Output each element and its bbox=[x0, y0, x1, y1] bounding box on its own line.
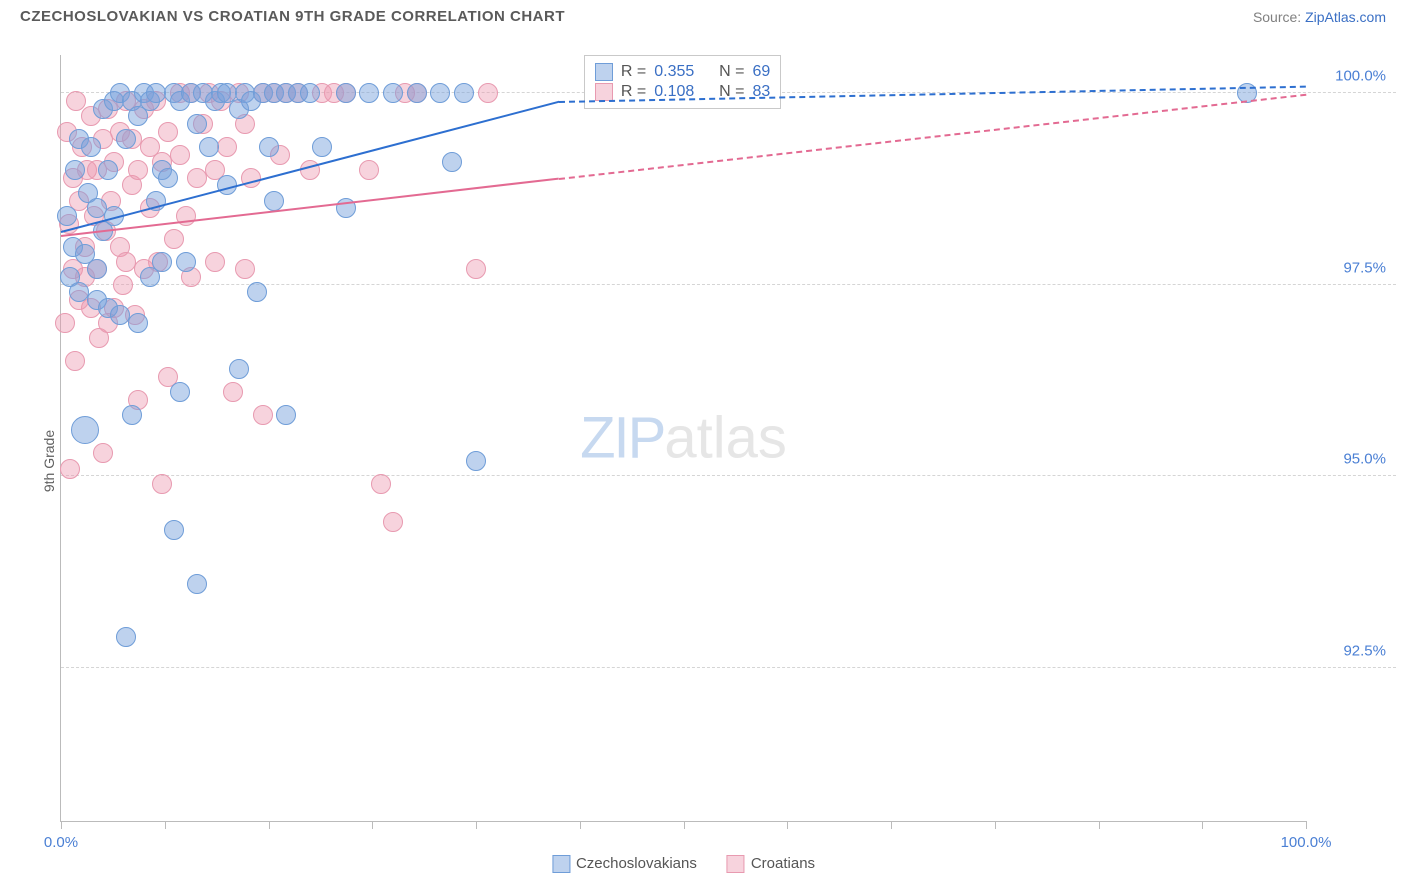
data-point-a bbox=[81, 137, 101, 157]
data-point-b bbox=[253, 405, 273, 425]
data-point-b bbox=[128, 160, 148, 180]
data-point-a bbox=[122, 405, 142, 425]
xtick bbox=[269, 821, 270, 829]
legend-item-a: Czechoslovakians bbox=[552, 855, 697, 873]
data-point-a bbox=[264, 191, 284, 211]
xtick bbox=[684, 821, 685, 829]
legend-item-b: Croatians bbox=[727, 855, 815, 873]
watermark: ZIPatlas bbox=[580, 405, 787, 472]
data-point-a bbox=[247, 282, 267, 302]
data-point-a bbox=[57, 206, 77, 226]
data-point-a bbox=[430, 83, 450, 103]
xtick bbox=[1202, 821, 1203, 829]
y-axis-label: 9th Grade bbox=[41, 430, 57, 492]
plot-area: ZIPatlas Czechoslovakians Croatians 92.5… bbox=[60, 55, 1306, 822]
data-point-b bbox=[113, 275, 133, 295]
data-point-b bbox=[359, 160, 379, 180]
xtick bbox=[476, 821, 477, 829]
data-point-a bbox=[158, 168, 178, 188]
xtick bbox=[891, 821, 892, 829]
data-point-a bbox=[312, 137, 332, 157]
data-point-b bbox=[170, 145, 190, 165]
chart-title: CZECHOSLOVAKIAN VS CROATIAN 9TH GRADE CO… bbox=[20, 8, 565, 25]
source-text: Source: ZipAtlas.com bbox=[1253, 9, 1386, 25]
source-link[interactable]: ZipAtlas.com bbox=[1305, 9, 1386, 25]
data-point-b bbox=[235, 259, 255, 279]
data-point-b bbox=[383, 512, 403, 532]
ytick-label: 100.0% bbox=[1316, 68, 1386, 85]
stat-r-a: 0.355 bbox=[654, 63, 694, 81]
xtick bbox=[995, 821, 996, 829]
data-point-b bbox=[217, 137, 237, 157]
data-point-a bbox=[229, 359, 249, 379]
stat-swatch-b bbox=[595, 83, 613, 101]
data-point-a bbox=[199, 137, 219, 157]
data-point-a bbox=[442, 152, 462, 172]
gridline bbox=[61, 475, 1396, 476]
xtick bbox=[61, 821, 62, 829]
data-point-b bbox=[93, 443, 113, 463]
data-point-b bbox=[60, 459, 80, 479]
gridline bbox=[61, 667, 1396, 668]
xtick bbox=[372, 821, 373, 829]
data-point-b bbox=[158, 122, 178, 142]
chart-container: 9th Grade ZIPatlas Czechoslovakians Croa… bbox=[20, 40, 1396, 882]
data-point-b bbox=[223, 382, 243, 402]
data-point-a bbox=[128, 313, 148, 333]
data-point-a bbox=[98, 160, 118, 180]
xtick bbox=[1099, 821, 1100, 829]
data-point-a bbox=[65, 160, 85, 180]
data-point-a bbox=[300, 83, 320, 103]
data-point-a bbox=[259, 137, 279, 157]
legend: Czechoslovakians Croatians bbox=[552, 855, 815, 873]
data-point-a bbox=[276, 405, 296, 425]
data-point-a bbox=[71, 416, 99, 444]
data-point-b bbox=[65, 351, 85, 371]
data-point-a bbox=[87, 259, 107, 279]
data-point-b bbox=[466, 259, 486, 279]
ytick-label: 95.0% bbox=[1316, 451, 1386, 468]
xtick bbox=[580, 821, 581, 829]
data-point-a bbox=[466, 451, 486, 471]
data-point-b bbox=[205, 252, 225, 272]
xtick bbox=[165, 821, 166, 829]
data-point-a bbox=[407, 83, 427, 103]
stat-n-a: 69 bbox=[753, 63, 771, 81]
xtick bbox=[787, 821, 788, 829]
data-point-b bbox=[371, 474, 391, 494]
data-point-a bbox=[336, 83, 356, 103]
data-point-b bbox=[164, 229, 184, 249]
data-point-a bbox=[116, 129, 136, 149]
data-point-a bbox=[359, 83, 379, 103]
xtick bbox=[1306, 821, 1307, 829]
data-point-a bbox=[187, 114, 207, 134]
data-point-a bbox=[176, 252, 196, 272]
data-point-a bbox=[116, 627, 136, 647]
xtick-label: 100.0% bbox=[1281, 834, 1332, 851]
ytick-label: 92.5% bbox=[1316, 642, 1386, 659]
data-point-a bbox=[170, 382, 190, 402]
data-point-b bbox=[55, 313, 75, 333]
data-point-a bbox=[383, 83, 403, 103]
data-point-a bbox=[187, 574, 207, 594]
data-point-a bbox=[454, 83, 474, 103]
xtick-label: 0.0% bbox=[44, 834, 78, 851]
data-point-b bbox=[152, 474, 172, 494]
ytick-label: 97.5% bbox=[1316, 259, 1386, 276]
data-point-b bbox=[478, 83, 498, 103]
data-point-a bbox=[152, 252, 172, 272]
data-point-a bbox=[164, 520, 184, 540]
stat-swatch-a bbox=[595, 63, 613, 81]
